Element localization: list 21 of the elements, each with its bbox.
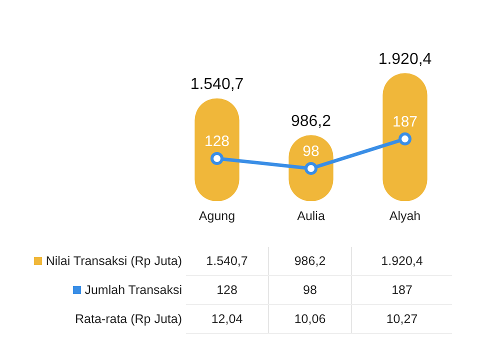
text: 10,27 (352, 304, 452, 334)
data-label: 1.540,7 (186, 247, 268, 276)
x-tick-label: Aulia (297, 208, 325, 223)
x-tick-label: Agung (198, 208, 236, 223)
legend-label: Nilai Transaksi (Rp Juta) (46, 254, 182, 268)
text: 128 (204, 133, 230, 150)
text: 986,2 (290, 112, 332, 130)
text: 1.920,4 (378, 50, 432, 68)
text: 98 (302, 143, 320, 160)
legend-label: Jumlah Transaksi (84, 283, 182, 297)
text: 10,06 (268, 304, 352, 334)
data-label: 986,2 (268, 247, 352, 276)
text: Rata-rata (Rp Juta) (74, 311, 183, 328)
text: 12,04 (186, 304, 268, 334)
x-tick-label: Alyah (389, 208, 421, 223)
text: 187 (392, 114, 418, 131)
data-label: 98 (268, 276, 352, 304)
data-label: 128 (186, 276, 268, 304)
text: 1.540,7 (190, 76, 244, 94)
data-label: 1.920,4 (352, 247, 452, 276)
data-label: 187 (352, 276, 452, 304)
